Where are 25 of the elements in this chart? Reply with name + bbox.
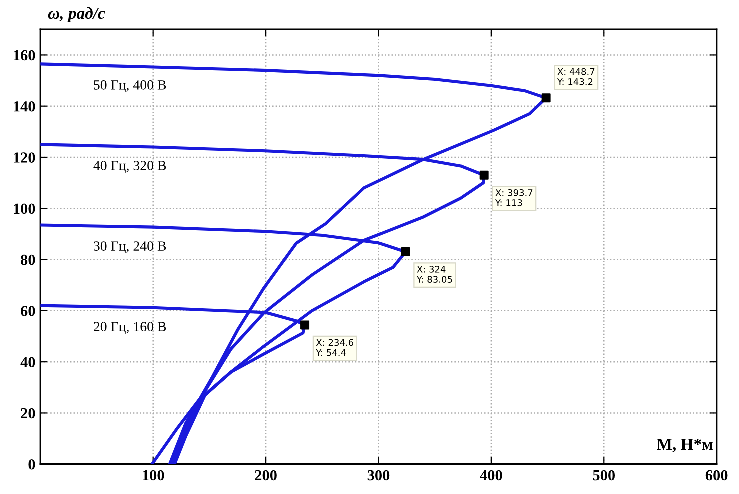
x-tick-label: 100 (143, 470, 164, 481)
x-tick-label: 300 (368, 470, 390, 481)
series-label: 20 Гц, 160 В (94, 322, 166, 334)
series-label: 50 Гц, 400 В (94, 80, 166, 92)
y-axis-title: ω, рад/с (48, 7, 106, 23)
y-tick-label: 100 (14, 204, 36, 214)
y-tick-label: 0 (28, 460, 36, 470)
y-tick-label: 60 (21, 306, 36, 316)
y-tick-label: 80 (21, 254, 36, 266)
series-label: 30 Гц, 240 В (94, 242, 166, 254)
annotation: X: 448.7 Y: 143.2 (557, 68, 595, 86)
x-tick-label: 500 (593, 470, 616, 481)
x-tick-label: 200 (255, 470, 277, 481)
x-axis-title: M, Н*м (657, 438, 713, 453)
series-label: 40 Гц, 320 В (94, 161, 166, 173)
annotation: X: 234.6 Y: 54.4 (316, 339, 354, 356)
annotation: X: 324 Y: 83.05 (416, 266, 452, 283)
x-tick-label: 400 (480, 470, 502, 481)
y-tick-label: 140 (14, 101, 36, 112)
y-tick-label: 40 (20, 357, 36, 368)
x-tick-label: 600 (706, 470, 728, 481)
y-tick-label: 20 (21, 408, 36, 419)
y-tick-label: 160 (14, 50, 36, 61)
annotation: X: 393.7 Y: 113 (495, 189, 533, 206)
y-tick-label: 120 (14, 152, 36, 163)
